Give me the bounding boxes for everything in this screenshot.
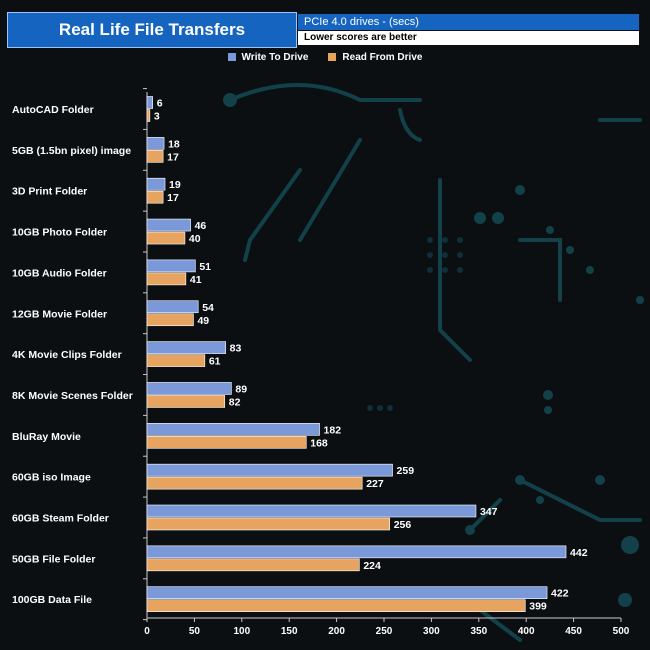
- value-label-read: 256: [394, 519, 412, 531]
- chart-subtitle: PCIe 4.0 drives - (secs): [298, 14, 639, 30]
- chart-note: Lower scores are better: [298, 31, 639, 45]
- legend-swatch-read: [328, 53, 337, 61]
- category-label: 60GB Steam Folder: [12, 513, 109, 525]
- bar-write: [146, 463, 393, 477]
- value-label-write: 89: [235, 383, 247, 395]
- bar-write: [146, 177, 166, 191]
- category-label: 10GB Photo Folder: [12, 227, 107, 239]
- value-label-read: 224: [363, 560, 381, 572]
- value-label-write: 46: [195, 220, 207, 232]
- bar-read: [146, 476, 363, 490]
- x-tick-label: 250: [376, 626, 393, 637]
- bar-write: [146, 545, 567, 559]
- x-tick-label: 200: [328, 626, 345, 637]
- legend-label-read: Read From Drive: [342, 51, 423, 63]
- category-label: 12GB Movie Folder: [12, 308, 107, 320]
- bar-write: [146, 300, 199, 314]
- legend-item-read: Read From Drive: [328, 50, 422, 64]
- x-tick-label: 400: [518, 626, 535, 637]
- category-label: 10GB Audio Folder: [12, 267, 107, 279]
- category-label: 100GB Data File: [12, 594, 92, 606]
- bar-write: [146, 218, 191, 232]
- x-tick-label: 500: [613, 626, 630, 637]
- x-tick-label: 300: [423, 626, 440, 637]
- bar-write: [146, 259, 196, 273]
- bar-read: [146, 109, 151, 122]
- bar-read: [146, 231, 186, 245]
- value-label-write: 18: [168, 138, 180, 150]
- category-label: 4K Movie Clips Folder: [12, 349, 122, 361]
- value-label-read: 41: [190, 274, 202, 286]
- x-tick-label: 150: [281, 626, 298, 637]
- category-label: 5GB (1.5bn pixel) image: [12, 145, 131, 157]
- bar-read: [146, 435, 307, 449]
- bar-write: [146, 382, 232, 395]
- value-label-write: 259: [397, 465, 415, 477]
- bar-read: [146, 354, 206, 367]
- value-label-write: 422: [551, 588, 569, 600]
- bar-read: [146, 395, 226, 408]
- bar-write: [146, 586, 548, 600]
- bar-read: [146, 150, 164, 163]
- bar-read: [146, 190, 164, 204]
- value-label-write: 347: [480, 506, 498, 518]
- value-label-read: 17: [167, 151, 179, 163]
- value-label-write: 19: [169, 179, 181, 191]
- value-label-write: 54: [202, 302, 214, 314]
- bar-read: [146, 272, 187, 286]
- category-label: AutoCAD Folder: [12, 104, 94, 116]
- value-label-write: 442: [570, 547, 588, 559]
- value-label-write: 83: [230, 343, 242, 355]
- value-label-read: 40: [189, 233, 201, 245]
- bar-read: [146, 558, 360, 572]
- bar-write: [146, 341, 226, 354]
- x-tick-label: 0: [144, 626, 150, 637]
- category-label: 8K Movie Scenes Folder: [12, 390, 133, 402]
- value-label-read: 168: [310, 437, 328, 449]
- value-label-write: 51: [199, 261, 211, 273]
- bar-read: [146, 517, 390, 531]
- bar-write: [146, 504, 477, 518]
- category-label: 3D Print Folder: [12, 186, 87, 198]
- value-label-write: 6: [157, 98, 163, 110]
- legend-label-write: Write To Drive: [241, 51, 309, 63]
- value-label-read: 82: [229, 396, 241, 408]
- bar-write: [146, 422, 320, 436]
- value-label-read: 49: [197, 315, 209, 327]
- value-label-read: 227: [366, 478, 384, 490]
- category-label: 50GB File Folder: [12, 553, 95, 565]
- bar-write: [146, 96, 153, 109]
- legend-item-write: Write To Drive: [227, 50, 309, 64]
- value-label-write: 182: [324, 424, 342, 436]
- legend: Write To Drive Read From Drive: [0, 50, 650, 64]
- value-label-read: 61: [209, 356, 221, 368]
- value-label-read: 399: [529, 601, 547, 613]
- bar-read: [146, 313, 194, 327]
- value-label-read: 3: [154, 111, 160, 123]
- category-label: BluRay Movie: [12, 431, 81, 443]
- legend-swatch-write: [227, 53, 236, 61]
- x-tick-label: 100: [233, 626, 250, 637]
- x-tick-label: 450: [565, 626, 582, 637]
- bar-write: [146, 137, 165, 150]
- x-tick-label: 350: [470, 626, 487, 637]
- x-tick-label: 50: [189, 626, 201, 637]
- value-label-read: 17: [167, 192, 179, 204]
- bar-read: [146, 599, 526, 613]
- chart-title: Real Life File Transfers: [7, 12, 297, 48]
- category-label: 60GB iso Image: [12, 472, 91, 484]
